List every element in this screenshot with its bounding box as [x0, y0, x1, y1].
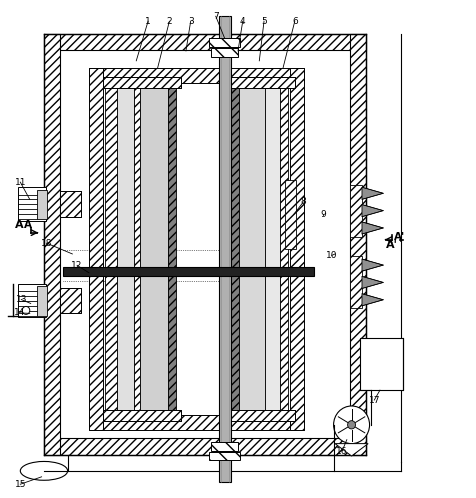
Bar — [89, 68, 103, 430]
Bar — [231, 77, 295, 88]
Text: 5: 5 — [261, 17, 267, 26]
Bar — [360, 338, 403, 390]
Bar — [18, 187, 46, 221]
Bar — [231, 77, 295, 88]
Bar — [103, 77, 181, 88]
Bar — [63, 267, 314, 276]
Bar — [44, 33, 60, 455]
Bar — [168, 88, 177, 410]
Circle shape — [334, 406, 369, 444]
Bar — [103, 410, 181, 421]
Bar — [44, 33, 366, 50]
Text: 8: 8 — [300, 197, 306, 207]
Bar — [18, 284, 46, 317]
Bar — [266, 88, 279, 410]
Bar — [231, 88, 239, 410]
Bar — [134, 88, 139, 410]
Polygon shape — [362, 222, 383, 234]
Bar — [60, 191, 81, 217]
Polygon shape — [362, 205, 383, 217]
Text: A: A — [15, 220, 23, 230]
Bar — [279, 88, 288, 410]
Bar — [350, 185, 362, 237]
Polygon shape — [362, 294, 383, 306]
Bar — [103, 77, 181, 88]
Bar — [60, 191, 81, 217]
Text: 1: 1 — [145, 17, 151, 26]
Bar — [60, 288, 81, 313]
Bar — [209, 38, 240, 47]
Circle shape — [22, 306, 30, 314]
Bar — [350, 33, 366, 455]
Polygon shape — [362, 259, 383, 271]
Bar — [89, 415, 304, 430]
Text: 14: 14 — [14, 308, 25, 317]
Bar — [60, 288, 81, 313]
Bar — [350, 256, 362, 308]
Text: A': A' — [394, 232, 406, 242]
Bar — [117, 88, 134, 410]
Bar — [211, 48, 238, 57]
Bar — [231, 410, 295, 421]
Text: A: A — [24, 220, 32, 230]
Text: A': A' — [386, 240, 398, 250]
Bar — [139, 88, 168, 410]
Text: 9: 9 — [320, 210, 326, 219]
Text: 6: 6 — [292, 17, 298, 26]
Bar — [37, 190, 47, 219]
Bar — [44, 438, 366, 455]
Text: 2: 2 — [167, 17, 172, 26]
Bar — [239, 88, 266, 410]
Bar — [103, 410, 181, 421]
Text: 11: 11 — [15, 178, 26, 187]
Bar — [231, 410, 295, 421]
Text: 15: 15 — [15, 480, 26, 489]
Bar — [106, 88, 117, 410]
Bar — [209, 452, 240, 461]
Text: 3: 3 — [188, 17, 194, 26]
Text: 17: 17 — [368, 395, 380, 404]
Bar — [211, 442, 238, 451]
Bar — [89, 68, 304, 83]
Bar — [37, 286, 47, 316]
Bar — [290, 68, 304, 430]
Bar — [285, 180, 296, 249]
Polygon shape — [362, 276, 383, 288]
Text: 13: 13 — [16, 295, 27, 304]
Bar — [218, 16, 231, 482]
Text: 12: 12 — [71, 261, 83, 270]
Polygon shape — [335, 444, 368, 456]
Text: 4: 4 — [240, 17, 246, 26]
Text: 7: 7 — [213, 12, 218, 21]
Polygon shape — [362, 187, 383, 199]
Text: 10: 10 — [326, 251, 337, 260]
Text: 18: 18 — [40, 239, 52, 248]
Text: 16: 16 — [337, 447, 348, 456]
Circle shape — [347, 421, 356, 429]
Ellipse shape — [20, 462, 68, 480]
